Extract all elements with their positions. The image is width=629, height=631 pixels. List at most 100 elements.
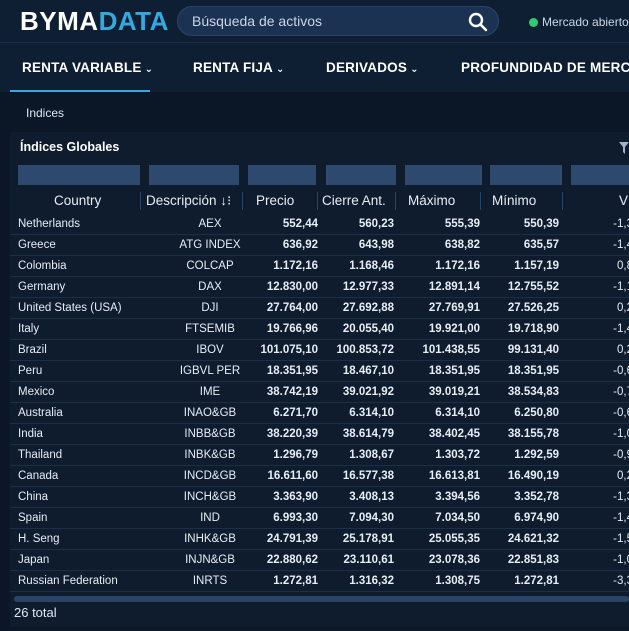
cell-var: 0,2 xyxy=(617,470,629,482)
horizontal-scrollbar[interactable] xyxy=(14,596,629,602)
table-row[interactable]: H. Seng INHK&GB 24.791,39 25.178,91 25.055,3… xyxy=(10,529,629,550)
table-row[interactable]: Colombia COLCAP 1.172,16 1.168,46 1.172,16 1.… xyxy=(10,256,629,277)
cell-var: -0,9 xyxy=(613,449,629,461)
column-header-country[interactable]: Country xyxy=(54,193,102,208)
table-row[interactable]: Greece ATG INDEX 636,92 643,98 638,82 635,57 -… xyxy=(10,235,629,256)
cell-desc: DAX xyxy=(198,281,222,293)
nav-renta-variable-label: RENTA VARIABLE xyxy=(22,60,142,75)
column-header-maximo[interactable]: Máximo xyxy=(408,193,456,208)
cell-maximo: 25.055,35 xyxy=(428,533,480,545)
cell-maximo: 23.078,36 xyxy=(428,554,480,566)
cell-var: -1,4 xyxy=(613,323,629,335)
cell-precio: 18.351,95 xyxy=(266,365,318,377)
table-row[interactable]: Italy FTSEMIB 19.766,96 20.055,40 19.921,00 1… xyxy=(10,319,629,340)
cell-maximo: 12.891,14 xyxy=(428,281,480,293)
cell-cierre: 6.314,10 xyxy=(349,407,394,419)
filter-precio-input[interactable] xyxy=(248,165,316,185)
column-divider xyxy=(562,192,563,210)
cell-country: Mexico xyxy=(18,386,55,398)
column-divider xyxy=(140,192,141,210)
cell-cierre: 20.055,40 xyxy=(342,323,394,335)
nav-renta-variable[interactable]: RENTA VARIABLE ⌄ xyxy=(22,60,153,75)
cell-country: Canada xyxy=(18,470,59,482)
table-row[interactable]: Thailand INBK&GB 1.296,79 1.308,67 1.303,72 1… xyxy=(10,445,629,466)
cell-maximo: 101.438,55 xyxy=(422,344,480,356)
cell-minimo: 19.718,90 xyxy=(507,323,559,335)
indices-globales-panel: Índices Globales Country Descripción ↓⁝ … xyxy=(10,132,629,627)
cell-cierre: 27.692,88 xyxy=(342,302,394,314)
table-row[interactable]: Japan INJN&GB 22.880,62 23.110,61 23.078,36 2… xyxy=(10,550,629,571)
column-header-cierre-ant[interactable]: Cierre Ant. xyxy=(322,193,386,208)
filter-funnel-icon[interactable] xyxy=(619,142,629,154)
cell-precio: 38.220,39 xyxy=(266,428,318,440)
cell-maximo: 18.351,95 xyxy=(428,365,480,377)
cell-cierre: 25.178,91 xyxy=(342,533,394,545)
cell-desc: IBOV xyxy=(196,344,224,356)
market-status-dot-icon xyxy=(529,18,538,27)
cell-precio: 1.172,16 xyxy=(273,260,318,272)
main-nav: RENTA VARIABLE ⌄ RENTA FIJA ⌄ DERIVADOS ⌄ P… xyxy=(0,42,629,92)
nav-profundidad-de-mercado[interactable]: PROFUNDIDAD DE MERCA xyxy=(461,60,629,75)
cell-desc: INBB&GB xyxy=(184,428,236,440)
nav-derivados[interactable]: DERIVADOS ⌄ xyxy=(326,60,419,75)
nav-renta-fija[interactable]: RENTA FIJA ⌄ xyxy=(193,60,285,75)
table-row[interactable]: Netherlands AEX 552,44 560,23 555,39 550,39 -1… xyxy=(10,214,629,235)
search-box[interactable] xyxy=(177,6,499,36)
filter-country-input[interactable] xyxy=(18,165,140,185)
cell-precio: 3.363,90 xyxy=(273,491,318,503)
cell-minimo: 6.250,80 xyxy=(514,407,559,419)
cell-minimo: 1.292,59 xyxy=(514,449,559,461)
cell-precio: 24.791,39 xyxy=(266,533,318,545)
cell-country: Australia xyxy=(18,407,63,419)
table-row[interactable]: Peru IGBVL PER 18.351,95 18.467,10 18.351,95… xyxy=(10,361,629,382)
column-header-precio[interactable]: Precio xyxy=(256,193,295,208)
table-row[interactable]: Spain IND 6.993,30 7.094,30 7.034,50 6.974,90… xyxy=(10,508,629,529)
cell-var: -3,3 xyxy=(613,575,629,587)
filter-var-input[interactable] xyxy=(571,165,629,185)
table-row[interactable]: Germany DAX 12.830,00 12.977,33 12.891,14 12.… xyxy=(10,277,629,298)
breadcrumb[interactable]: Indices xyxy=(26,106,65,120)
chevron-down-icon: ⌄ xyxy=(410,64,419,75)
search-input[interactable] xyxy=(192,7,462,35)
cell-cierre: 39.021,92 xyxy=(342,386,394,398)
cell-desc: INCD&GB xyxy=(183,470,237,482)
cell-cierre: 7.094,30 xyxy=(349,512,394,524)
cell-precio: 1.272,81 xyxy=(273,575,318,587)
table-row[interactable]: Brazil IBOV 101.075,10 100.853,72 101.438,55… xyxy=(10,340,629,361)
column-divider xyxy=(480,192,481,210)
table-row[interactable]: Canada INCD&GB 16.611,60 16.577,38 16.613,81… xyxy=(10,466,629,487)
nav-renta-fija-label: RENTA FIJA xyxy=(193,60,274,75)
cell-var: -0,6 xyxy=(613,407,629,419)
filter-minimo-input[interactable] xyxy=(490,165,562,185)
cell-maximo: 38.402,45 xyxy=(428,428,480,440)
search-icon[interactable] xyxy=(468,12,488,32)
column-divider xyxy=(317,192,318,210)
table-row[interactable]: Mexico IME 38.742,19 39.021,92 39.019,21 38.5… xyxy=(10,382,629,403)
table-row[interactable]: India INBB&GB 38.220,39 38.614,79 38.402,45 3… xyxy=(10,424,629,445)
chevron-down-icon: ⌄ xyxy=(276,64,285,75)
column-header-minimo[interactable]: Mínimo xyxy=(492,193,537,208)
cell-country: Brazil xyxy=(18,344,47,356)
table-row[interactable]: China INCH&GB 3.363,90 3.408,13 3.394,56 3.35… xyxy=(10,487,629,508)
logo-accent-text: DATA xyxy=(98,6,169,36)
filter-maximo-input[interactable] xyxy=(405,165,482,185)
cell-country: Thailand xyxy=(18,449,63,461)
table-row[interactable]: Australia INAO&GB 6.271,70 6.314,10 6.314,10… xyxy=(10,403,629,424)
cell-desc: INRTS xyxy=(192,575,228,587)
table-row[interactable]: Russian Federation INRTS 1.272,81 1.316,32 1… xyxy=(10,571,629,592)
column-header-descripcion[interactable]: Descripción ↓⁝ xyxy=(146,193,232,208)
cell-minimo: 38.534,83 xyxy=(507,386,559,398)
column-header-variacion[interactable]: V xyxy=(619,193,629,208)
cell-cierre: 12.977,33 xyxy=(342,281,394,293)
cell-country: Italy xyxy=(18,323,40,335)
table-row[interactable]: United States (USA) DJI 27.764,00 27.692,88… xyxy=(10,298,629,319)
cell-minimo: 18.351,95 xyxy=(507,365,559,377)
cell-var: -1,5 xyxy=(613,533,629,545)
cell-precio: 19.766,96 xyxy=(266,323,318,335)
cell-var: 0,2 xyxy=(617,302,629,314)
byma-data-logo[interactable]: BYMADATA xyxy=(20,6,169,36)
filter-descripcion-input[interactable] xyxy=(149,165,239,185)
filter-cierre-input[interactable] xyxy=(326,165,396,185)
cell-maximo: 638,82 xyxy=(444,239,480,251)
cell-desc: INHK&GB xyxy=(184,533,236,545)
